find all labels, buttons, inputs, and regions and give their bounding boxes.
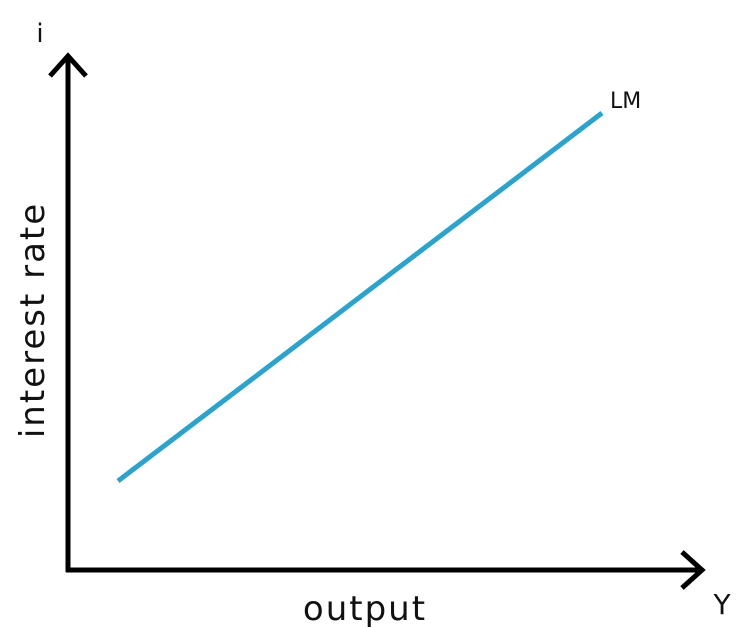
x-axis-arrow (680, 550, 706, 590)
y-axis-arrow (48, 52, 88, 78)
x-axis-label: output (303, 589, 427, 628)
y-axis-symbol: i (36, 19, 43, 49)
y-axis-label: interest rate (13, 202, 53, 438)
curve-label: LM (610, 89, 641, 114)
lm-curve (116, 111, 604, 483)
x-axis-symbol: Y (712, 588, 731, 621)
